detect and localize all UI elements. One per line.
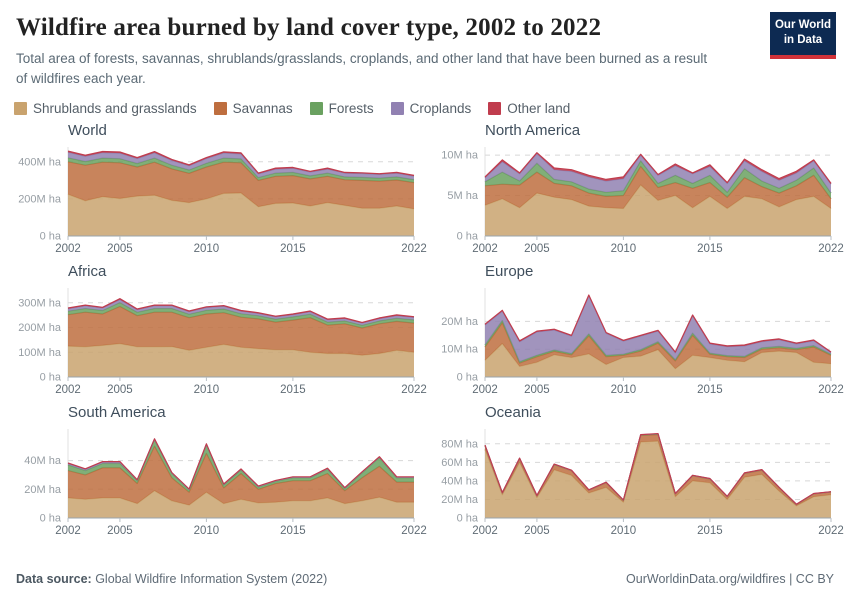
svg-text:2005: 2005 [107, 384, 133, 396]
svg-text:2010: 2010 [611, 384, 637, 396]
svg-text:300M ha: 300M ha [18, 297, 62, 309]
legend-item-croplands: Croplands [390, 100, 472, 116]
svg-text:10M ha: 10M ha [441, 149, 479, 161]
svg-text:60M ha: 60M ha [441, 456, 479, 468]
chart-oceania: Oceania 0 ha 20M ha 40M ha 60M ha 80M ha 2002 2… [429, 403, 844, 537]
svg-text:2015: 2015 [280, 525, 306, 537]
legend-swatch-icon [309, 101, 323, 115]
legend-label: Forests [328, 100, 374, 116]
svg-text:20M ha: 20M ha [24, 483, 62, 495]
chart-plot-europe: 0 ha 10M ha 20M ha 2002 2005 2010 2015 2022 [441, 287, 844, 396]
svg-text:2022: 2022 [401, 243, 427, 255]
license-note: OurWorldinData.org/wildfires | CC BY [626, 572, 834, 586]
svg-text:20M ha: 20M ha [441, 315, 479, 327]
svg-text:2010: 2010 [611, 525, 637, 537]
header: Wildfire area burned by land cover type,… [0, 0, 850, 90]
chart-plot-south-america: 0 ha 20M ha 40M ha 2002 2005 2010 2015 2022 [24, 428, 427, 537]
chart-title-south-america: South America [68, 403, 166, 421]
svg-text:10M ha: 10M ha [441, 343, 479, 355]
svg-text:5M ha: 5M ha [447, 190, 478, 202]
legend-label: Savannas [232, 100, 293, 116]
legend-swatch-icon [213, 101, 227, 115]
svg-text:2002: 2002 [472, 384, 498, 396]
chart-europe: Europe 0 ha 10M ha 20M ha 2002 2005 2010 2015 20… [429, 262, 844, 396]
svg-text:0 ha: 0 ha [457, 230, 479, 242]
svg-text:2015: 2015 [697, 384, 723, 396]
chart-plot-world: 0 ha 200M ha 400M ha 2002 2005 2010 2015 2022 [18, 146, 427, 255]
svg-text:2002: 2002 [55, 384, 81, 396]
svg-text:2002: 2002 [55, 525, 81, 537]
chart-world: World 0 ha 200M ha 400M ha 2002 2005 2010 2015 2… [12, 121, 427, 255]
svg-text:2005: 2005 [524, 384, 550, 396]
svg-text:2022: 2022 [818, 525, 844, 537]
svg-text:2015: 2015 [280, 243, 306, 255]
svg-text:2005: 2005 [524, 525, 550, 537]
owid-logo-line2: in Data [783, 33, 823, 46]
legend-item-savannas: Savannas [213, 100, 293, 116]
svg-text:20M ha: 20M ha [441, 494, 479, 506]
chart-title-africa: Africa [68, 262, 107, 280]
legend-label: Other land [507, 100, 571, 116]
svg-text:200M ha: 200M ha [18, 193, 62, 205]
legend-item-forests: Forests [309, 100, 374, 116]
svg-text:400M ha: 400M ha [18, 156, 62, 168]
svg-text:0 ha: 0 ha [457, 512, 479, 524]
svg-text:100M ha: 100M ha [18, 346, 62, 358]
chart-plot-oceania: 0 ha 20M ha 40M ha 60M ha 80M ha 2002 2005 2010… [441, 428, 844, 537]
svg-text:0 ha: 0 ha [40, 230, 62, 242]
svg-text:2005: 2005 [524, 243, 550, 255]
svg-text:2015: 2015 [697, 243, 723, 255]
legend-swatch-icon [390, 101, 404, 115]
svg-text:2010: 2010 [194, 243, 220, 255]
svg-text:2022: 2022 [401, 384, 427, 396]
page-title: Wildfire area burned by land cover type,… [16, 14, 602, 41]
page-subtitle: Total area of forests, savannas, shrubla… [16, 51, 708, 87]
svg-text:2002: 2002 [55, 243, 81, 255]
svg-text:2005: 2005 [107, 525, 133, 537]
svg-text:80M ha: 80M ha [441, 438, 479, 450]
owid-logo: Our World in Data [770, 12, 836, 59]
chart-plot-north-america: 0 ha 5M ha 10M ha 2002 2005 2010 2015 2022 [441, 146, 844, 255]
chart-africa: Africa 0 ha 100M ha 200M ha 300M ha 2002 2005 2… [12, 262, 427, 396]
footer: Data source: Global Wildfire Information… [0, 564, 850, 600]
data-source-value: Global Wildfire Information System (2022… [91, 572, 328, 586]
legend-swatch-icon [14, 101, 27, 115]
legend-label: Croplands [409, 100, 472, 116]
svg-text:2005: 2005 [107, 243, 133, 255]
svg-text:2015: 2015 [697, 525, 723, 537]
chart-north-america: North America 0 ha 5M ha 10M ha 2002 2005 2010… [429, 121, 844, 255]
chart-title-world: World [68, 121, 107, 139]
legend-item-other-land: Other land [488, 101, 570, 116]
svg-text:2002: 2002 [472, 243, 498, 255]
data-source-note: Data source: Global Wildfire Information… [16, 572, 327, 586]
chart-plot-africa: 0 ha 100M ha 200M ha 300M ha 2002 2005 2010 201… [18, 287, 427, 396]
svg-text:2002: 2002 [472, 525, 498, 537]
svg-text:2010: 2010 [194, 384, 220, 396]
svg-text:0 ha: 0 ha [40, 371, 62, 383]
svg-text:2022: 2022 [401, 525, 427, 537]
charts-grid: World 0 ha 200M ha 400M ha 2002 2005 2010 2015 2… [0, 118, 850, 537]
chart-south-america: South America 0 ha 20M ha 40M ha 2002 2005 201… [12, 403, 427, 537]
svg-text:200M ha: 200M ha [18, 322, 62, 334]
svg-text:40M ha: 40M ha [24, 455, 62, 467]
legend-item-shrublands-and-grasslands: Shrublands and grasslands [14, 101, 197, 116]
legend-swatch-icon [488, 101, 502, 115]
chart-title-oceania: Oceania [485, 403, 541, 421]
svg-text:0 ha: 0 ha [40, 512, 62, 524]
chart-title-north-america: North America [485, 121, 581, 139]
owid-logo-line1: Our World [774, 19, 831, 31]
chart-title-europe: Europe [485, 262, 534, 280]
data-source-label: Data source: [16, 572, 92, 586]
svg-text:0 ha: 0 ha [457, 371, 479, 383]
svg-text:40M ha: 40M ha [441, 475, 479, 487]
legend: Shrublands and grasslands Savannas Forests… [0, 90, 850, 118]
svg-text:2022: 2022 [818, 243, 844, 255]
legend-label: Shrublands and grasslands [33, 100, 197, 116]
svg-text:2010: 2010 [611, 243, 637, 255]
svg-text:2022: 2022 [818, 384, 844, 396]
svg-text:2015: 2015 [280, 384, 306, 396]
svg-text:2010: 2010 [194, 525, 220, 537]
